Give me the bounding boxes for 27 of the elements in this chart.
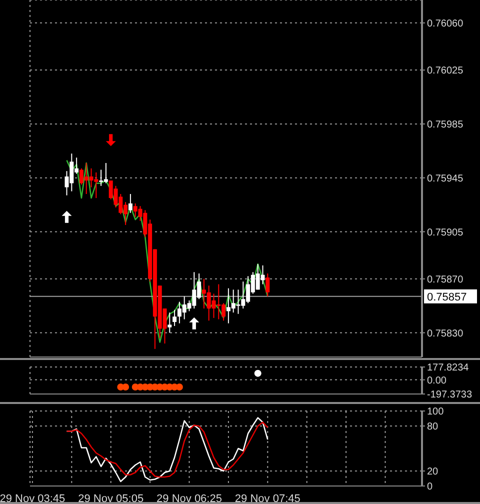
- x-tick-label: 29 Nov 03:45: [0, 492, 66, 504]
- candlestick: [128, 193, 132, 214]
- y-tick-label: 20: [427, 466, 439, 478]
- y-tick-label: 0.76060: [427, 18, 464, 30]
- candlestick: [172, 309, 177, 327]
- ref-line-label: 0.75857: [427, 291, 467, 304]
- x-tick-label: 29 Nov 05:05: [78, 492, 144, 504]
- candlestick: [168, 312, 172, 334]
- candlestick: [266, 272, 270, 297]
- y-tick-label: 0.75905: [427, 227, 464, 238]
- line-series: [66, 160, 268, 343]
- point: [106, 134, 116, 146]
- y-tick-label: 0.75985: [427, 119, 464, 130]
- y-tick-label: -197.3733: [427, 390, 472, 401]
- y-tick-label: 0.76025: [427, 66, 464, 77]
- point: [62, 210, 72, 223]
- y-tick-label: 100: [427, 406, 444, 418]
- x-tick-label: 29 Nov 06:25: [156, 492, 222, 504]
- y-tick-label: 0: [427, 482, 433, 493]
- y-tick-label: 80: [427, 422, 439, 433]
- x-tick-label: 29 Nov 07:45: [234, 492, 300, 504]
- y-tick-label: 0.75830: [427, 328, 464, 340]
- y-tick-label: 0.75945: [427, 173, 464, 184]
- y-tick-label: 0.75870: [427, 274, 464, 286]
- point: [189, 317, 200, 330]
- y-tick-label: 0.00: [427, 375, 447, 386]
- y-tick-label: 177.8234: [427, 362, 470, 374]
